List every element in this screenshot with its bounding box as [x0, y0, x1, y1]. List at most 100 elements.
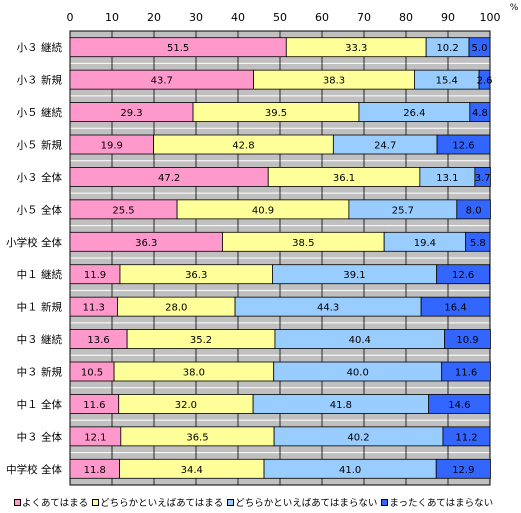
bar-value-label: 5.8	[470, 238, 486, 249]
category-label: 小３ 継続	[17, 41, 63, 54]
x-tick-label: 40	[231, 11, 245, 24]
bar-value-label: 36.1	[333, 173, 355, 184]
legend-label: どちらかといえばあてはまる	[100, 498, 224, 509]
bar-value-label: 39.5	[265, 108, 287, 119]
bar-segment	[436, 134, 491, 155]
bar-value-label: 40.0	[347, 368, 369, 379]
bar-value-label: 10.5	[81, 368, 103, 379]
category-label: 小学校 全体	[6, 236, 62, 249]
bar-segment	[428, 394, 491, 414]
x-tick-label: 80	[399, 11, 413, 24]
bar-value-label: 13.1	[436, 173, 458, 184]
category-label: 小５ 全体	[17, 203, 63, 216]
category-label: 中３ 継続	[17, 333, 63, 346]
bar-value-label: 4.8	[472, 108, 488, 119]
bar-value-label: 11.6	[83, 400, 105, 411]
legend-swatch	[227, 498, 235, 506]
bar-value-label: 15.4	[436, 76, 458, 87]
legend-swatch	[92, 498, 100, 506]
bar-value-label: 34.4	[181, 465, 203, 476]
bar-value-label: 40.2	[347, 432, 369, 443]
bar-value-label: 10.2	[436, 43, 458, 54]
category-label: 小５ 継続	[17, 106, 63, 119]
bar-value-label: 29.3	[120, 108, 142, 119]
x-tick-label: 30	[189, 11, 203, 24]
category-label: 中１ 継続	[17, 268, 63, 281]
bar-value-label: 14.6	[448, 400, 470, 411]
bar-value-label: 12.9	[452, 465, 474, 476]
bar-segment	[442, 426, 491, 447]
legend-label: よくあてはまる	[22, 498, 89, 509]
bar-value-label: 12.1	[84, 432, 106, 443]
legend-item: どちらかといえばあてはまらない	[227, 495, 377, 509]
bar-value-label: 3.7	[475, 173, 491, 184]
legend-label: どちらかといえばあてはまらない	[235, 498, 378, 509]
legend-label: まったくあてはまらない	[389, 498, 494, 509]
bar-segment	[468, 37, 491, 58]
bar-value-label: 10.9	[456, 335, 478, 346]
bar-value-label: 39.1	[343, 270, 365, 281]
bar-value-label: 19.9	[101, 141, 123, 152]
x-tick-label: 70	[357, 11, 371, 24]
legend-item: どちらかといえばあてはまる	[92, 495, 223, 509]
bar-value-label: 19.4	[414, 238, 436, 249]
category-label: 中１ 全体	[17, 398, 63, 411]
bar-value-label: 11.2	[455, 432, 477, 443]
x-tick-label: 50	[273, 11, 287, 24]
bar-value-label: 24.7	[374, 141, 396, 152]
bar-segment	[465, 231, 491, 252]
bar-value-label: 5.0	[472, 43, 488, 54]
category-label: 小５ 新規	[17, 139, 63, 152]
bar-segment	[441, 361, 491, 382]
legend-item: よくあてはまる	[14, 495, 88, 509]
x-tick-label: 0	[67, 11, 74, 24]
bar-value-label: 13.6	[87, 335, 109, 346]
bar-value-label: 11.8	[84, 465, 106, 476]
legend-swatch	[381, 498, 389, 506]
bar-value-label: 16.4	[444, 303, 466, 314]
category-label: 中３ 新規	[17, 366, 63, 379]
bar-value-label: 28.0	[165, 303, 187, 314]
bar-value-label: 25.7	[392, 205, 414, 216]
bar-segment	[478, 69, 491, 90]
bar-segment	[469, 102, 491, 122]
chart-legend: よくあてはまる どちらかといえばあてはまる どちらかといえばあてはまらない まったくあ…	[14, 495, 519, 509]
legend-item: まったくあてはまらない	[381, 495, 493, 509]
x-tick-label: 90	[441, 11, 455, 24]
bar-value-label: 38.0	[183, 368, 205, 379]
bar-segment	[436, 264, 490, 285]
bar-segment	[420, 296, 491, 317]
x-tick-label: 60	[315, 11, 329, 24]
bar-value-label: 36.3	[185, 270, 207, 281]
bar-value-label: 11.6	[455, 368, 477, 379]
bar-value-label: 12.6	[452, 270, 474, 281]
category-label: 中１ 新規	[17, 301, 63, 314]
bars-layer	[69, 37, 491, 479]
bar-value-label: 32.0	[175, 400, 197, 411]
bar-value-label: 44.3	[317, 303, 339, 314]
bar-value-label: 41.0	[339, 465, 361, 476]
category-label: 小３ 全体	[17, 171, 63, 184]
bar-value-label: 38.3	[323, 76, 345, 87]
bar-value-label: 41.8	[330, 400, 352, 411]
legend-swatch	[14, 498, 21, 506]
bar-value-label: 12.6	[452, 141, 474, 152]
bar-segment	[435, 458, 491, 479]
bar-value-label: 26.4	[403, 108, 425, 119]
bar-value-label: 51.5	[167, 43, 189, 54]
bar-value-label: 47.2	[158, 173, 180, 184]
x-tick-label: 10	[105, 11, 119, 24]
plot-border	[69, 30, 491, 486]
x-tick-label: 100	[480, 11, 501, 24]
labels-layer: 51.5 33.3 10.2 5.0 43.7 38.3 15.4 2.6 29.3 39.5 26…	[81, 43, 493, 476]
bar-value-label: 36.3	[135, 238, 157, 249]
bar-value-label: 11.9	[84, 270, 106, 281]
bar-value-label: 2.6	[477, 76, 493, 87]
bar-value-label: 36.5	[186, 432, 208, 443]
x-tick-label: 20	[147, 11, 161, 24]
bar-value-label: 42.8	[232, 141, 254, 152]
bar-value-label: 8.0	[466, 205, 482, 216]
category-label: 中３ 全体	[17, 430, 63, 443]
bar-value-label: 35.2	[190, 335, 212, 346]
